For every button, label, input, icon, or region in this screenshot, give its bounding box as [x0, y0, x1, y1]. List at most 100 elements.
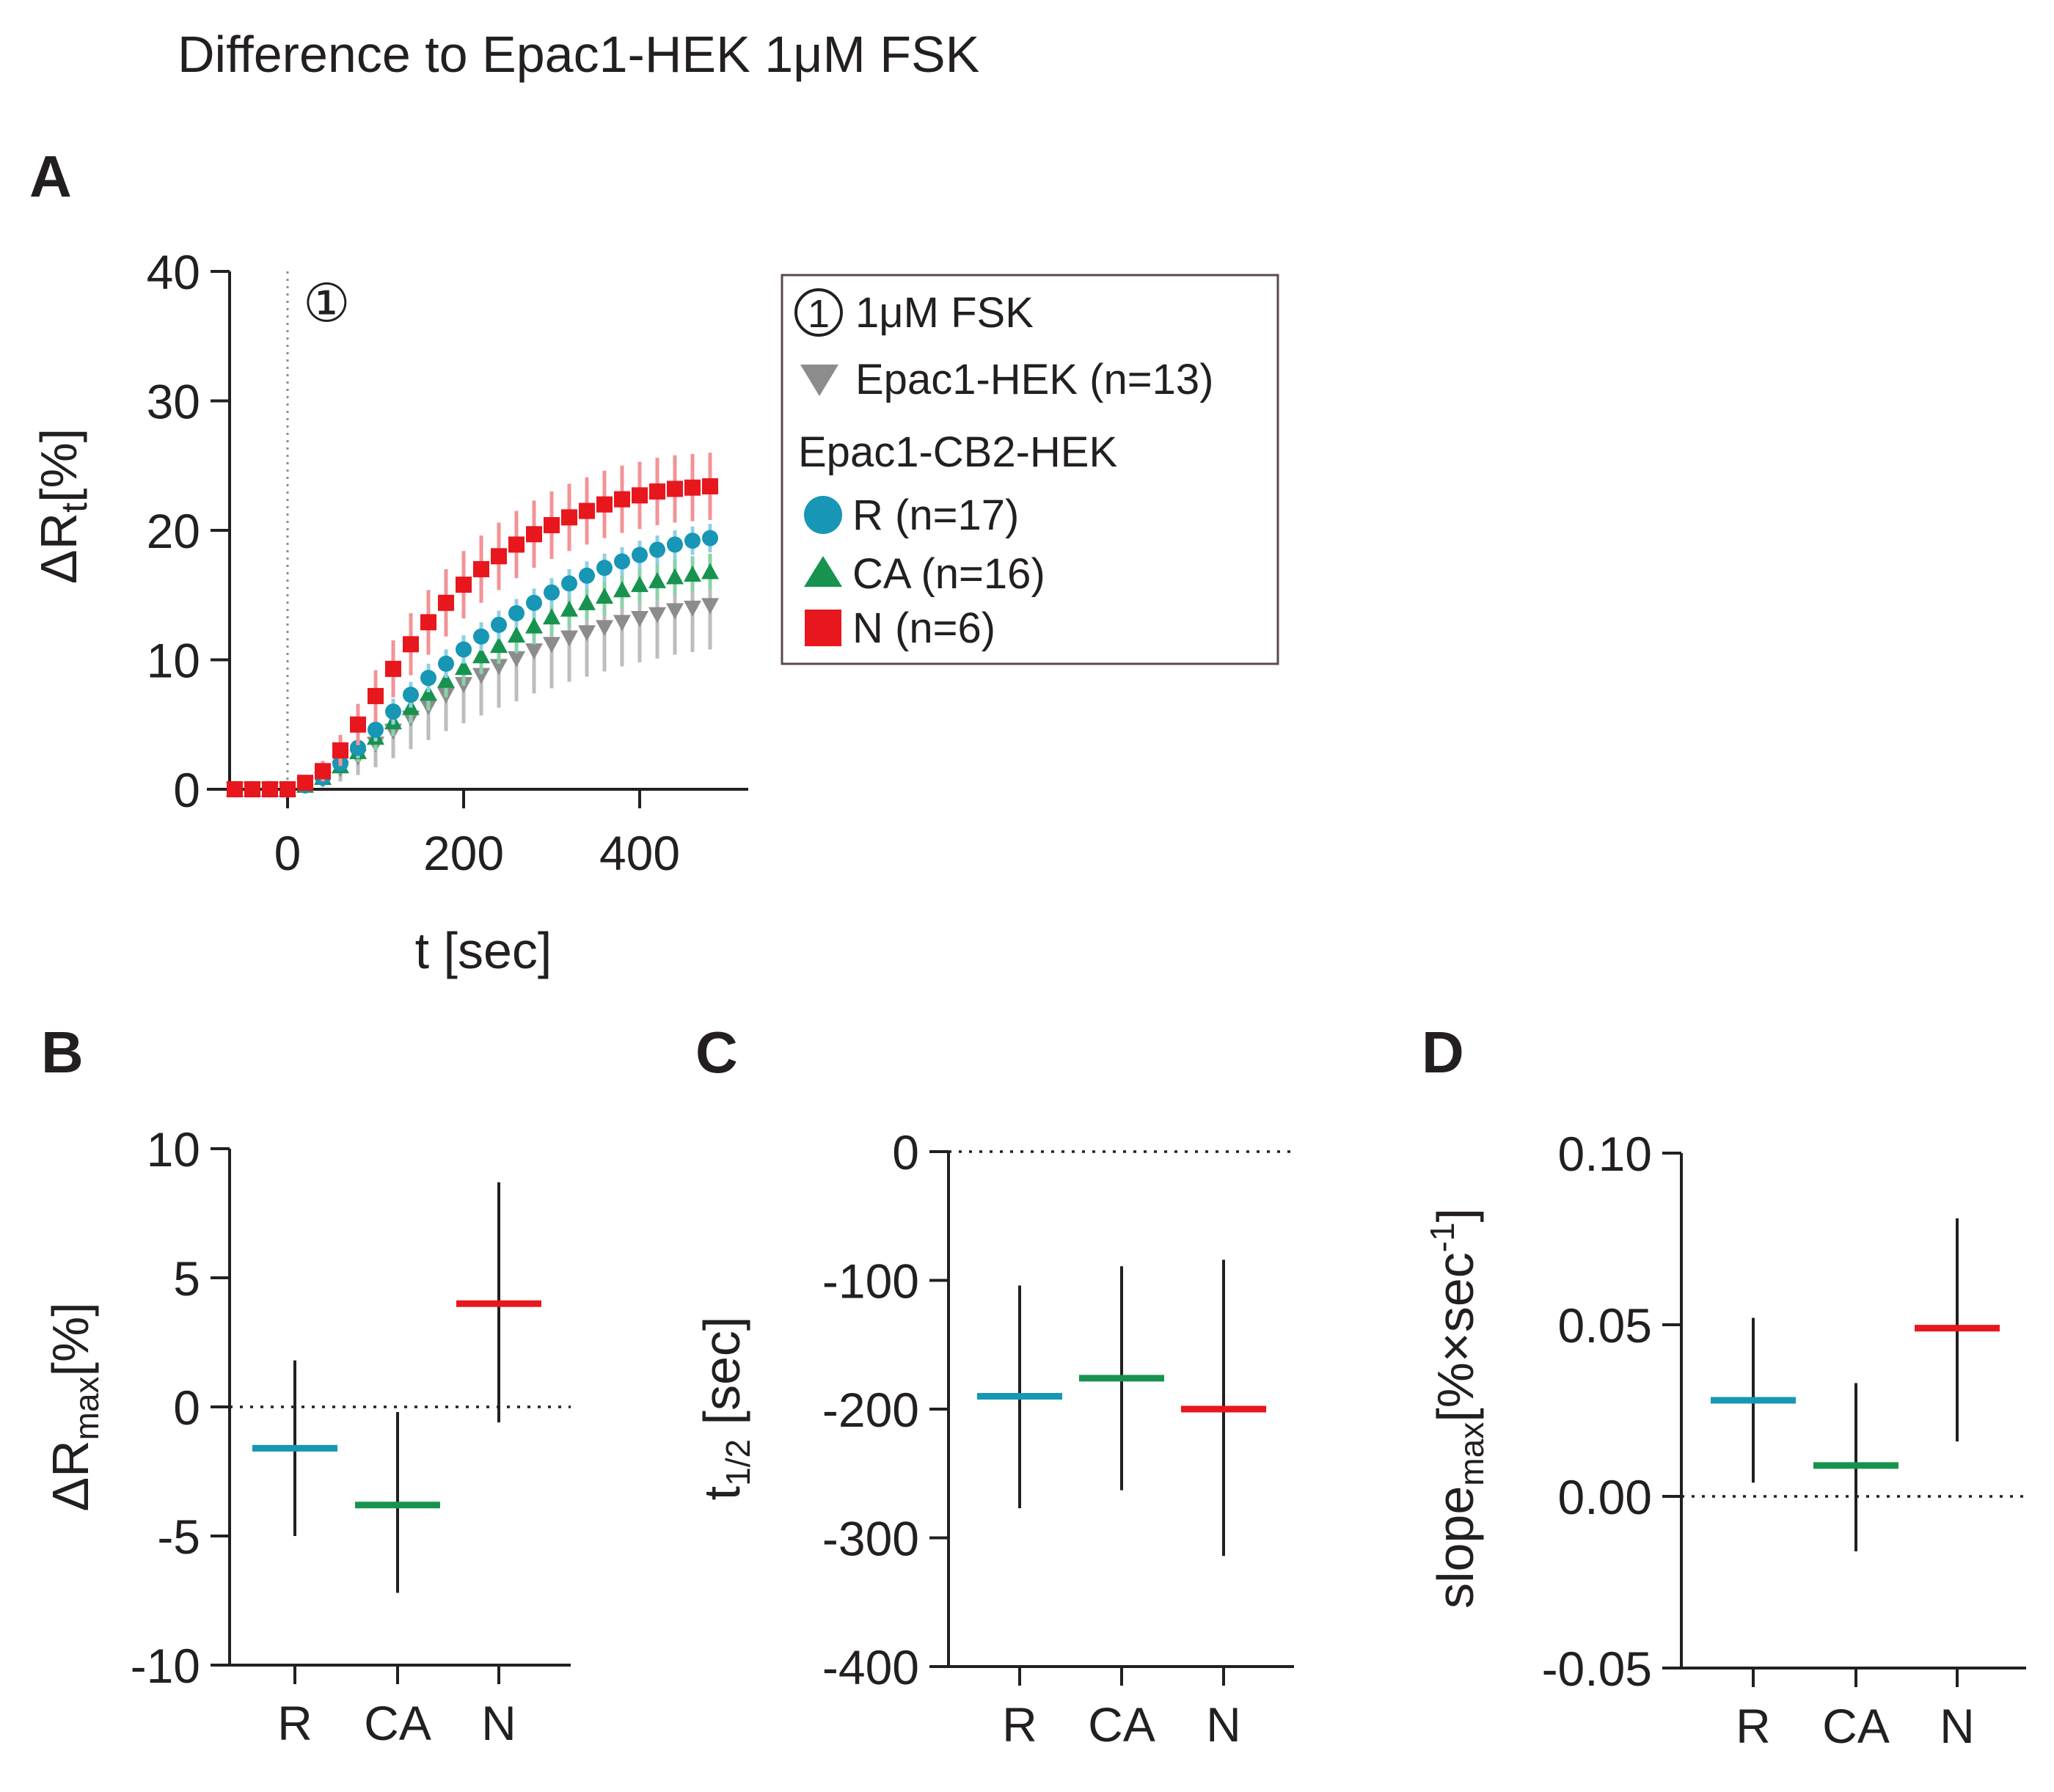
legend-event-item: 1 1μM FSK	[794, 288, 1034, 337]
panel-d-y-title-main: slope	[1427, 1486, 1484, 1609]
legend-item-r: R (n=17)	[804, 491, 1019, 539]
panel-a-y-tick-label: 30	[147, 375, 200, 429]
panel-a-data-point	[596, 588, 613, 604]
panel-a-data-point	[701, 563, 719, 579]
panel-d-y-title-tail: [%×sec	[1427, 1252, 1484, 1422]
panel-a-data-point	[614, 553, 630, 570]
panel-a-data-point	[701, 598, 719, 615]
panel-a-y-title-sub: t	[54, 502, 95, 513]
panel-a-data-point	[666, 568, 684, 585]
figure-title: Difference to Epac1-HEK 1μM FSK	[178, 26, 979, 83]
panel-a-data-point	[667, 536, 683, 553]
panel-a-x-axis-title: t [sec]	[415, 922, 552, 979]
panel-a-data-point	[578, 625, 596, 642]
panel-a-data-point	[614, 491, 630, 508]
panel-a-series-r	[227, 524, 718, 797]
panel-a-x-tick-label: 400	[599, 826, 680, 880]
panel-a-data-point	[666, 603, 684, 620]
legend-label-r: R (n=17)	[852, 491, 1019, 539]
panel-a-series-epac1-hek	[226, 561, 719, 798]
panel-a-data-point	[472, 668, 490, 684]
panel-a-data-point	[596, 560, 613, 577]
panel-a-data-point	[491, 616, 507, 633]
x-tick-label: N	[1206, 1697, 1241, 1752]
panel-a-data-point	[579, 567, 595, 584]
panel-a-legend: 1 1μM FSK Epac1-HEK (n=13) Epac1-CB2-HEK…	[781, 274, 1279, 665]
panel-a-data-point	[579, 502, 595, 519]
panel-d-chart: -0.05 0.00 0.05 0.10 R CA N slopemax[%×sec-1]	[1423, 1127, 2026, 1753]
panel-a-data-point	[560, 600, 578, 617]
panel-label-b: B	[41, 1020, 84, 1085]
panel-a-data-point	[350, 716, 366, 733]
square-icon	[805, 610, 841, 646]
legend-event-label: 1μM FSK	[855, 289, 1034, 337]
y-tick-label: 0	[173, 1380, 200, 1435]
panel-a-data-point	[508, 651, 525, 668]
panel-a-data-point	[420, 614, 436, 631]
panel-a-data-point	[596, 620, 613, 637]
panel-label-d: D	[1422, 1020, 1464, 1085]
y-tick-label: 0	[892, 1125, 919, 1180]
panel-c-marks: -400 -300 -200 -100 0 R CA N	[822, 1125, 1266, 1752]
y-tick-label: -100	[822, 1254, 919, 1309]
legend-event-symbol-number: 1	[808, 292, 830, 336]
x-tick-label: N	[481, 1696, 516, 1750]
panel-a-data-point	[543, 608, 560, 625]
panel-a-data-point	[315, 763, 331, 780]
panel-a-data-point	[420, 670, 436, 687]
legend-frame	[781, 274, 1279, 665]
panel-a-data-point	[525, 643, 543, 660]
y-tick-label: -300	[822, 1512, 919, 1566]
y-tick-label: 0.00	[1558, 1470, 1652, 1524]
panel-a-data-point	[526, 594, 542, 611]
panel-a-data-point	[472, 647, 490, 664]
panel-a-data-point	[526, 526, 542, 543]
y-tick-label: -5	[157, 1510, 200, 1564]
x-tick-label: N	[1940, 1699, 1975, 1753]
panel-a-data-point	[543, 637, 560, 654]
panel-c-y-title-tail: [sec]	[693, 1317, 750, 1439]
panel-a-data-point	[649, 483, 665, 500]
panel-a-data-point	[473, 628, 489, 645]
panel-b-y-title-main: ΔR	[42, 1440, 99, 1511]
panel-d-y-axis-title: slopemax[%×sec-1]	[1423, 1208, 1491, 1609]
y-tick-label: 5	[173, 1251, 200, 1306]
panel-a-data-point	[667, 480, 683, 497]
panel-a-data-point	[684, 533, 701, 549]
panel-a-data-point	[438, 594, 454, 611]
panel-a-y-title-tail: [%]	[30, 428, 87, 502]
panel-a-y-ticks: 0 10 20 30 40	[147, 245, 230, 817]
panel-a-data-point	[632, 487, 648, 504]
panel-d-marks: -0.05 0.00 0.05 0.10 R CA N	[1542, 1127, 2026, 1753]
panel-a-data-point	[544, 516, 560, 533]
panel-b-chart: -10 -5 0 5 10 R CA N ΔRmax[%]	[42, 1122, 571, 1750]
panel-a-data-point	[262, 781, 278, 797]
panel-a-data-point	[227, 781, 243, 797]
panel-b-y-title-sub: max	[67, 1376, 106, 1440]
x-tick-label: CA	[364, 1696, 431, 1750]
x-tick-label: R	[1736, 1699, 1771, 1753]
panel-a-data-point	[702, 478, 718, 494]
y-tick-label: 10	[147, 1122, 200, 1177]
y-tick-label: -0.05	[1542, 1642, 1652, 1696]
panel-a-data-point	[596, 496, 613, 513]
legend-item-epac1-hek: Epac1-HEK (n=13)	[800, 356, 1213, 403]
legend-event-symbol-circle	[794, 288, 843, 337]
panel-b-y-axis-title: ΔRmax[%]	[42, 1302, 106, 1511]
legend-item-ca: CA (n=16)	[804, 550, 1045, 598]
panel-a-event-marker: ①	[303, 274, 351, 333]
panel-a-y-tick-label: 0	[173, 763, 200, 817]
panel-a-data-point	[702, 530, 718, 546]
panel-a-data-point	[613, 581, 631, 598]
panel-a-x-tick-label: 200	[423, 826, 504, 880]
panel-a-y-axis-title: ΔRt[%]	[30, 428, 95, 584]
panel-a-series-n	[227, 453, 718, 797]
panel-a-data-point	[561, 575, 577, 592]
panel-a-data-point	[631, 576, 648, 593]
panel-a-data-point	[332, 742, 348, 759]
x-tick-label: R	[1002, 1697, 1037, 1752]
panel-d-y-title-sup: -1	[1423, 1222, 1461, 1252]
panel-a-data-point	[560, 630, 578, 647]
legend-label-ca: CA (n=16)	[852, 550, 1045, 598]
